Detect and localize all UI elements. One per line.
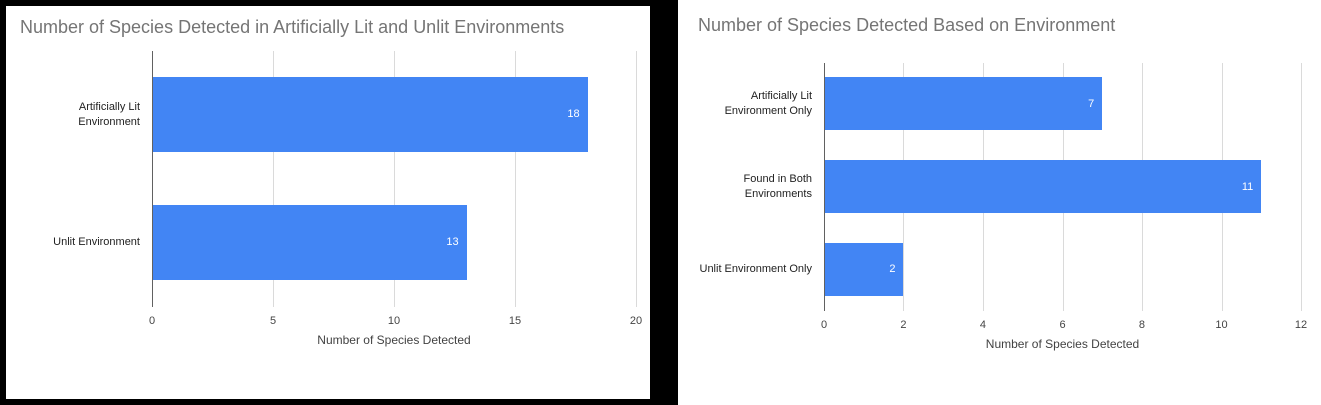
x-tick-label: 15 [508,314,522,327]
gridline [636,50,637,307]
x-axis-title-row: Number of Species Detected [698,337,1301,351]
x-axis: 0 2 4 6 8 10 12 [698,311,1307,337]
bar: 2 [824,242,904,296]
x-tick-label: 20 [629,314,643,327]
category-labels: Artificially Lit Environment Only Found i… [698,63,824,311]
x-axis-title-row: Number of Species Detected [20,333,636,347]
labels-spacer [20,333,152,347]
gridline [1301,62,1302,311]
x-tick-label: 8 [1138,318,1146,331]
chart-artificially-lit-vs-unlit[interactable]: Number of Species Detected in Artificial… [0,0,678,405]
labels-spacer [20,307,152,333]
chart-title: Number of Species Detected Based on Envi… [698,15,1116,35]
bar-value-label: 7 [1088,97,1095,110]
bar-value-label: 2 [889,263,896,276]
category-labels: Artificially Lit Environment Unlit Enviro… [20,51,152,307]
chart-plot-region: Artificially Lit Environment Unlit Enviro… [20,50,637,307]
x-tick-label: 4 [979,318,987,331]
plot-area: 7 11 2 [824,62,1302,311]
x-tick-label: 12 [1294,318,1308,331]
chart-environment-breakdown[interactable]: Number of Species Detected Based on Envi… [678,0,1321,405]
bar-row: 2 [824,228,1301,311]
x-axis-title: Number of Species Detected [317,332,471,347]
chart-plot-region: Artificially Lit Environment Only Found i… [698,62,1302,311]
labels-spacer [698,311,824,337]
x-axis-ticks: 0 2 4 6 8 10 12 [820,311,1307,337]
x-tick-label: 0 [820,318,828,331]
plot-area: 18 13 [152,50,637,307]
labels-spacer [698,337,824,351]
x-tick-label: 2 [900,318,907,331]
category-label: Unlit Environment Only [699,262,813,275]
gridline [394,50,395,307]
bar: 7 [824,77,1103,131]
x-tick-label: 10 [387,314,401,327]
bar-value-label: 11 [1241,180,1254,193]
bar-row: 7 [824,63,1301,146]
bar-row: 18 [152,51,636,179]
x-tick-label: 10 [1215,318,1228,331]
x-axis-ticks: 0 5 10 15 20 [148,307,642,333]
bar: 11 [824,160,1262,213]
chart-title: Number of Species Detected in Artificial… [20,17,565,37]
category-label: Found in Both Environments [743,172,813,200]
bar-value-label: 13 [446,236,459,249]
x-tick-label: 0 [148,314,156,327]
category-label: Artificially Lit Environment Only [724,89,812,117]
bar: 13 [152,205,467,280]
y-axis-baseline [152,50,153,307]
x-tick-label: 6 [1059,318,1066,331]
x-axis-title: Number of Species Detected [985,336,1140,351]
bar-row: 13 [152,179,636,307]
gridline [273,50,274,307]
y-axis-baseline [824,62,825,311]
category-label: Artificially Lit Environment [78,100,140,128]
bar: 18 [152,77,588,152]
x-tick-label: 5 [269,314,277,327]
x-axis: 0 5 10 15 20 [20,307,642,333]
category-label: Unlit Environment [53,236,140,249]
gridline [515,50,516,307]
bar-value-label: 18 [567,108,580,121]
bar-row: 11 [824,145,1301,228]
